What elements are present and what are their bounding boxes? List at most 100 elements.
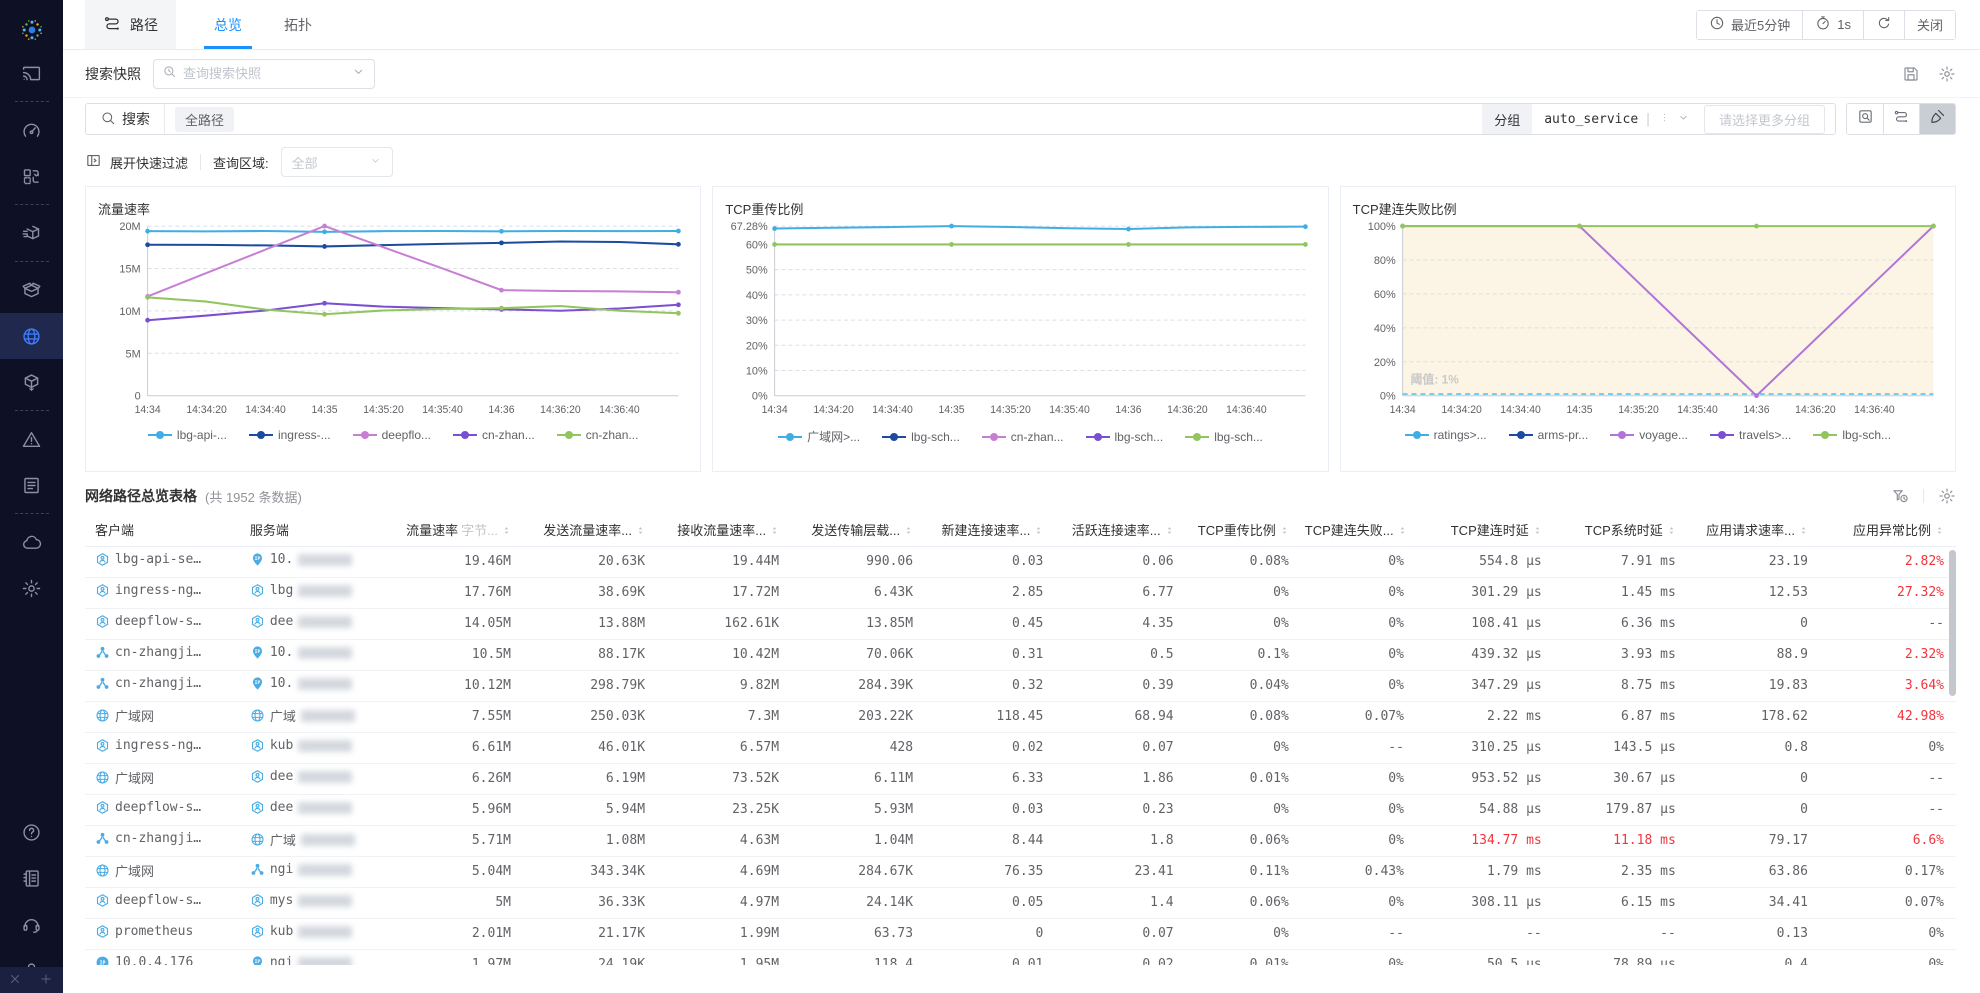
client-entity[interactable]: ingress-ng… <box>95 583 201 598</box>
client-entity[interactable]: deepflow-s… <box>95 614 201 629</box>
nav-settings[interactable] <box>0 565 63 611</box>
column-header-14[interactable]: 应用异常比例 <box>1819 514 1956 547</box>
server-entity[interactable]: dee <box>250 800 353 815</box>
column-header-3[interactable]: 流量速率 字节... <box>394 514 523 547</box>
table-row[interactable]: 广域网 ngi 5.04M 343.34K 4.69M 284.67K 76.35 23.41… <box>85 856 1956 888</box>
nav-support[interactable] <box>0 901 63 947</box>
filter-history-icon[interactable] <box>1891 487 1909 505</box>
client-entity[interactable]: prometheus <box>95 924 193 939</box>
search-button[interactable]: 搜索 <box>86 104 165 134</box>
client-entity[interactable]: 广域网 <box>95 706 154 725</box>
legend-item[interactable]: lbg-sch... <box>1813 428 1891 442</box>
nav-cloud[interactable] <box>0 519 63 565</box>
expand-quick-filter[interactable]: 展开快速过滤 <box>85 152 188 172</box>
table-row[interactable]: cn-zhangji… 广域 5.71M 1.08M 4.63M 1.04M 8.44 1.8… <box>85 825 1956 857</box>
close-button[interactable]: 关闭 <box>1903 10 1955 39</box>
server-entity[interactable]: mys <box>250 893 353 908</box>
nav-delivery[interactable] <box>0 210 63 256</box>
nav-assets[interactable] <box>0 267 63 313</box>
sort-icon[interactable] <box>1533 524 1542 540</box>
save-icon[interactable] <box>1902 65 1920 83</box>
legend-item[interactable]: lbg-sch... <box>1185 428 1263 445</box>
nav-docs[interactable] <box>0 855 63 901</box>
nav-network[interactable] <box>0 313 63 359</box>
legend-item[interactable]: cn-zhan... <box>453 428 535 442</box>
refresh-interval-button[interactable]: 1s <box>1802 10 1863 39</box>
legend-item[interactable]: lbg-sch... <box>1085 428 1163 445</box>
server-entity[interactable]: lbg <box>250 583 353 598</box>
legend-item[interactable]: arms-pr... <box>1508 428 1588 442</box>
column-header-5[interactable]: 接收流量速率... <box>657 514 792 547</box>
server-entity[interactable]: IP 10. <box>250 552 353 567</box>
server-entity[interactable]: dee <box>250 769 353 784</box>
sort-icon[interactable] <box>1799 524 1808 540</box>
server-entity[interactable]: IP 10. <box>250 645 353 660</box>
column-header-8[interactable]: 活跃连接速率... <box>1055 514 1186 547</box>
snapshot-select[interactable] <box>153 58 375 89</box>
legend-item[interactable]: ingress-... <box>248 428 331 442</box>
sort-icon[interactable] <box>1034 524 1043 540</box>
gear-icon[interactable] <box>1938 487 1956 505</box>
column-header-7[interactable]: 新建连接速率... <box>925 514 1056 547</box>
group-select[interactable]: auto_service | <box>1532 104 1702 134</box>
server-entity[interactable]: 广域 <box>250 830 355 849</box>
legend-item[interactable]: travels>... <box>1710 428 1791 442</box>
client-entity[interactable]: IP 10.0.4.176 <box>95 955 193 965</box>
client-entity[interactable]: deepflow-s… <box>95 800 201 815</box>
path-mode-button[interactable] <box>1883 104 1919 134</box>
sort-icon[interactable] <box>502 524 511 540</box>
client-entity[interactable]: cn-zhangji… <box>95 831 201 846</box>
sort-icon[interactable] <box>770 524 779 540</box>
server-entity[interactable]: kub <box>250 738 353 753</box>
table-row[interactable]: cn-zhangji… IP 10. 10.5M 88.17K 10.42M 70.06K 0… <box>85 639 1956 671</box>
sort-icon[interactable] <box>636 524 645 540</box>
table-row[interactable]: IP 10.0.4.176 IP ngi 1.97M 24.19K 1.95M 118.4 0.… <box>85 949 1956 965</box>
legend-item[interactable]: cn-zhan... <box>556 428 638 442</box>
client-entity[interactable]: cn-zhangji… <box>95 676 201 691</box>
column-header-9[interactable]: TCP重传比例 <box>1185 514 1301 547</box>
table-row[interactable]: deepflow-s… dee 5.96M 5.94M 23.25K 5.93M 0.03 0… <box>85 794 1956 826</box>
preview-button[interactable] <box>1847 104 1883 134</box>
nav-alarms[interactable] <box>0 416 63 462</box>
column-header-10[interactable]: TCP建连失败... <box>1300 514 1416 547</box>
sort-icon[interactable] <box>1935 524 1944 540</box>
search-input[interactable] <box>234 104 1483 134</box>
column-header-13[interactable]: 应用请求速率... <box>1687 514 1820 547</box>
client-entity[interactable]: cn-zhangji… <box>95 645 201 660</box>
time-range-button[interactable]: 最近5分钟 <box>1697 10 1803 39</box>
legend-item[interactable]: voyage... <box>1610 428 1688 442</box>
tab-topology[interactable]: 拓扑 <box>280 0 316 49</box>
gear-icon[interactable] <box>1938 65 1956 83</box>
legend-item[interactable]: 广域网>... <box>778 428 860 445</box>
legend-item[interactable]: cn-zhan... <box>981 428 1064 445</box>
table-row[interactable]: prometheus kub 2.01M 21.17K 1.99M 63.73 0 0.07 0… <box>85 918 1956 950</box>
nav-dashboard[interactable] <box>0 107 63 153</box>
client-entity[interactable]: ingress-ng… <box>95 738 201 753</box>
clear-button[interactable] <box>1919 104 1955 134</box>
legend-item[interactable]: deepflo... <box>352 428 431 442</box>
nav-screen-cast[interactable] <box>0 50 63 96</box>
column-header-4[interactable]: 发送流量速率... <box>523 514 658 547</box>
server-entity[interactable]: IP ngi <box>250 955 353 965</box>
app-logo[interactable] <box>0 10 63 50</box>
snapshot-input[interactable] <box>183 66 345 81</box>
table-row[interactable]: cn-zhangji… IP 10. 10.12M 298.79K 9.82M 284.39… <box>85 670 1956 702</box>
refresh-button[interactable] <box>1862 10 1904 39</box>
client-entity[interactable]: 广域网 <box>95 768 154 787</box>
sort-icon[interactable] <box>1398 524 1407 540</box>
scope-tag[interactable]: 全路径 <box>175 106 235 132</box>
legend-item[interactable]: lbg-sch... <box>882 428 960 445</box>
plus-icon[interactable] <box>39 972 55 988</box>
sort-icon[interactable] <box>904 524 913 540</box>
server-entity[interactable]: ngi <box>250 862 353 877</box>
nav-topology-export[interactable] <box>0 359 63 405</box>
table-row[interactable]: deepflow-s… mys 5M 36.33K 4.97M 24.14K 0.05 1.4… <box>85 887 1956 919</box>
table-row[interactable]: ingress-ng… lbg 17.76M 38.69K 17.72M 6.43K 2.8… <box>85 577 1956 609</box>
table-row[interactable]: 广域网 广域 7.55M 250.03K 7.3M 203.22K 118.45 68.94 0… <box>85 701 1956 733</box>
client-entity[interactable]: deepflow-s… <box>95 893 201 908</box>
table-scrollbar-thumb[interactable] <box>1949 550 1956 696</box>
table-row[interactable]: lbg-api-se… IP 10. 19.46M 20.63K 19.44M 990.06… <box>85 546 1956 578</box>
nav-resource-sync[interactable] <box>0 153 63 199</box>
sort-icon[interactable] <box>1667 524 1676 540</box>
legend-item[interactable]: ratings>... <box>1404 428 1487 442</box>
